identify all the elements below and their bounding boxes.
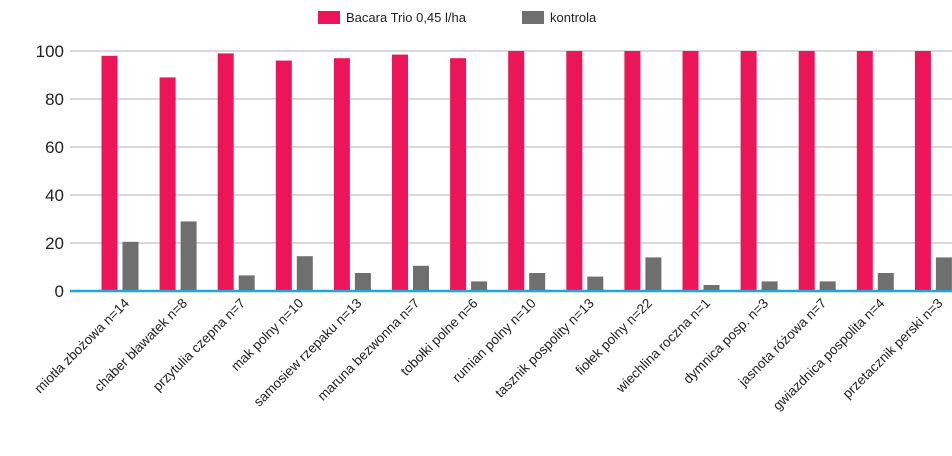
- x-tick-label: tasznik pospolity n=13: [492, 296, 597, 401]
- bar-kontrola: [122, 241, 139, 291]
- bar-bacara-trio: [798, 51, 815, 291]
- bar-bacara-trio: [914, 51, 931, 291]
- bar-bacara-trio: [856, 51, 873, 291]
- bar-bacara-trio: [624, 51, 641, 291]
- bar-kontrola: [935, 257, 952, 291]
- bar-kontrola: [296, 256, 313, 291]
- bar-kontrola: [703, 285, 720, 291]
- bar-bacara-trio: [159, 77, 176, 292]
- y-tick-label: 20: [45, 234, 64, 253]
- legend-label-kontrola: kontrola: [550, 10, 597, 25]
- bar-kontrola: [761, 281, 778, 291]
- bar-kontrola: [645, 257, 662, 291]
- bar-bacara-trio: [450, 58, 467, 292]
- y-tick-label: 80: [45, 90, 64, 109]
- bar-kontrola: [413, 265, 429, 291]
- x-tick-label: samosiew rzepaku n=13: [251, 296, 365, 410]
- bars: [101, 51, 952, 292]
- bar-kontrola: [238, 275, 255, 291]
- legend-swatch-bacara-trio: [318, 11, 340, 24]
- x-tick-label: wiechlina roczna n=1: [612, 296, 713, 397]
- bar-kontrola: [877, 273, 894, 291]
- y-tick-label: 0: [55, 282, 64, 301]
- x-tick-label: maruna bezwonna n=7: [315, 296, 423, 404]
- bar-bacara-trio: [101, 55, 118, 291]
- bar-kontrola: [471, 281, 488, 291]
- bar-bacara-trio: [392, 54, 408, 291]
- bar-kontrola: [587, 276, 604, 291]
- bar-kontrola: [529, 273, 546, 291]
- bar-bacara-trio: [508, 51, 525, 291]
- legend: Bacara Trio 0,45 l/ha kontrola: [318, 10, 597, 25]
- legend-label-bacara-trio: Bacara Trio 0,45 l/ha: [346, 10, 467, 25]
- y-tick-label: 100: [36, 42, 64, 61]
- x-tick-label: przetacznik perski n=3: [840, 296, 946, 402]
- y-axis-ticks: 0 20 40 60 80 100: [36, 42, 64, 301]
- bar-bacara-trio: [566, 51, 583, 291]
- y-tick-label: 40: [45, 186, 64, 205]
- x-tick-label: miotła zbożowa n=14: [32, 295, 133, 396]
- bar-kontrola: [819, 281, 836, 291]
- bar-bacara-trio: [682, 51, 699, 291]
- bar-bacara-trio: [333, 58, 350, 292]
- y-tick-label: 60: [45, 138, 64, 157]
- legend-swatch-kontrola: [522, 11, 544, 24]
- bar-bacara-trio: [740, 51, 757, 291]
- bar-bacara-trio: [275, 60, 292, 291]
- bar-kontrola: [180, 221, 197, 291]
- x-tick-label: gwiazdnica pospolita n=4: [770, 295, 888, 413]
- bar-bacara-trio: [217, 53, 234, 292]
- bar-kontrola: [354, 273, 371, 291]
